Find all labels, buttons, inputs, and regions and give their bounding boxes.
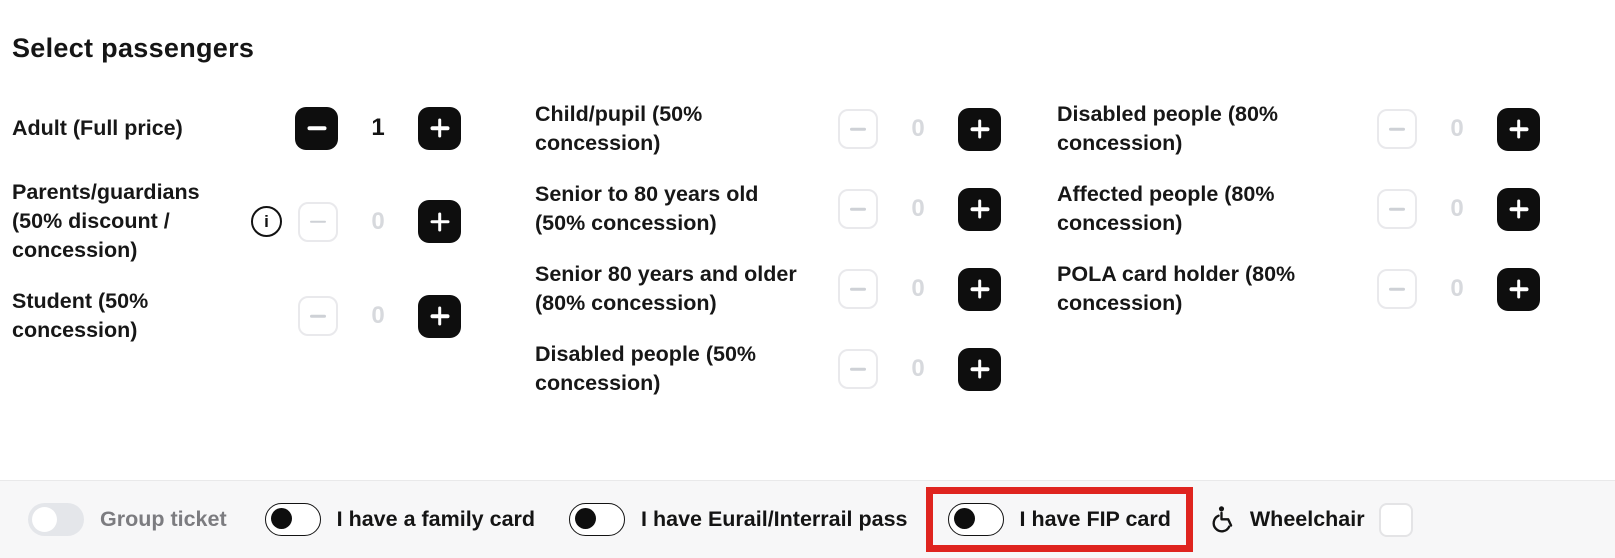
passenger-row-disabled-80: Disabled people (80% concession) 0: [1057, 100, 1540, 158]
wheelchair-checkbox[interactable]: [1378, 502, 1413, 537]
decrement-button[interactable]: [838, 269, 878, 309]
passenger-type-label: Adult (Full price): [12, 115, 183, 140]
passenger-count: 0: [1450, 195, 1464, 222]
passenger-column-1: Adult (Full price) 1 Parents/guardians (…: [12, 100, 461, 367]
passenger-row-adult: Adult (Full price) 1: [12, 100, 461, 156]
increment-button[interactable]: [418, 106, 461, 150]
fip-card-option-highlighted: I have FIP card: [925, 487, 1193, 552]
stepper: i 0: [251, 200, 461, 243]
passenger-row-disabled-50: Disabled people (50% concession) 0: [535, 340, 1001, 398]
stepper: 0: [838, 267, 1001, 311]
decrement-button[interactable]: [838, 109, 878, 149]
passenger-row-child-pupil: Child/pupil (50% concession) 0: [535, 100, 1001, 158]
footer-options-bar: Group ticket I have a family card I have…: [0, 480, 1615, 558]
passenger-row-parents-guardians: Parents/guardians (50% discount / conces…: [12, 178, 461, 265]
decrement-button[interactable]: [1377, 109, 1417, 149]
minus-icon: [310, 314, 326, 318]
minus-icon: [1389, 287, 1405, 291]
toggle-knob: [270, 508, 292, 529]
passenger-count: 0: [1450, 115, 1464, 142]
eurail-pass-option: I have Eurail/Interrail pass: [569, 503, 908, 536]
stepper: 1: [295, 106, 461, 150]
passenger-count: 1: [371, 114, 385, 141]
wheelchair-icon: [1210, 505, 1237, 534]
passenger-type-label: Student (50% concession): [12, 289, 149, 342]
increment-button[interactable]: [958, 267, 1001, 311]
stepper: 0: [298, 294, 461, 338]
decrement-button[interactable]: [838, 189, 878, 229]
toggle-knob: [953, 508, 975, 529]
minus-icon: [307, 126, 326, 130]
stepper: 0: [838, 187, 1001, 231]
passenger-column-3: Disabled people (80% concession) 0 Affec…: [1057, 100, 1540, 340]
decrement-button[interactable]: [1377, 269, 1417, 309]
passenger-row-pola-card: POLA card holder (80% concession) 0: [1057, 260, 1540, 318]
page-title: Select passengers: [12, 33, 255, 63]
increment-button[interactable]: [1497, 187, 1540, 231]
decrement-button[interactable]: [298, 296, 338, 336]
increment-button[interactable]: [1497, 107, 1540, 151]
group-ticket-toggle[interactable]: [28, 503, 84, 536]
increment-button[interactable]: [958, 187, 1001, 231]
stepper: 0: [1377, 187, 1540, 231]
toggle-knob: [32, 507, 57, 532]
stepper: 0: [1377, 267, 1540, 311]
minus-icon: [850, 207, 866, 211]
minus-icon: [1389, 207, 1405, 211]
passenger-type-label: POLA card holder (80% concession): [1057, 262, 1296, 315]
increment-button[interactable]: [958, 347, 1001, 391]
increment-button[interactable]: [958, 107, 1001, 151]
stepper: 0: [838, 107, 1001, 151]
family-card-toggle[interactable]: [264, 503, 321, 536]
eurail-pass-toggle[interactable]: [569, 503, 626, 536]
minus-icon: [850, 127, 866, 131]
passenger-row-student: Student (50% concession) 0: [12, 287, 461, 345]
increment-button[interactable]: [1497, 267, 1540, 311]
stepper: 0: [1377, 107, 1540, 151]
wheelchair-label: Wheelchair: [1249, 507, 1365, 531]
increment-button[interactable]: [418, 294, 461, 338]
fip-card-label: I have FIP card: [1019, 507, 1171, 531]
passenger-type-label: Disabled people (80% concession): [1057, 102, 1279, 155]
passenger-row-affected-80: Affected people (80% concession) 0: [1057, 180, 1540, 238]
passenger-type-label: Affected people (80% concession): [1057, 182, 1275, 235]
stepper: 0: [838, 347, 1001, 391]
group-ticket-label: Group ticket: [100, 507, 227, 531]
eurail-pass-label: I have Eurail/Interrail pass: [641, 507, 908, 531]
toggle-knob: [575, 508, 597, 529]
minus-icon: [850, 367, 866, 371]
minus-icon: [850, 287, 866, 291]
decrement-button[interactable]: [295, 106, 338, 150]
passenger-grid: Adult (Full price) 1 Parents/guardians (…: [12, 100, 1540, 420]
passenger-count: 0: [911, 115, 925, 142]
passenger-type-label: Senior 80 years and older (80% concessio…: [535, 262, 797, 315]
group-ticket-option: Group ticket: [28, 503, 227, 536]
info-icon[interactable]: i: [251, 206, 282, 237]
passenger-row-senior-under-80: Senior to 80 years old (50% concession) …: [535, 180, 1001, 238]
passenger-count: 0: [371, 302, 385, 329]
minus-icon: [310, 220, 326, 223]
decrement-button[interactable]: [298, 201, 338, 242]
passenger-count: 0: [911, 275, 925, 302]
wheelchair-option: Wheelchair: [1210, 502, 1413, 537]
decrement-button[interactable]: [838, 349, 878, 389]
passenger-type-label: Disabled people (50% concession): [535, 342, 757, 395]
increment-button[interactable]: [418, 200, 461, 243]
passenger-type-label: Child/pupil (50% concession): [535, 102, 703, 155]
passenger-type-label: Senior to 80 years old (50% concession): [535, 182, 759, 235]
passenger-type-label: Parents/guardians (50% discount / conces…: [12, 180, 200, 262]
passenger-count: 0: [1450, 275, 1464, 302]
passenger-count: 0: [371, 207, 385, 235]
passenger-count: 0: [911, 355, 925, 382]
decrement-button[interactable]: [1377, 189, 1417, 229]
minus-icon: [1389, 127, 1405, 131]
fip-card-toggle[interactable]: [947, 503, 1004, 536]
passenger-row-senior-80-plus: Senior 80 years and older (80% concessio…: [535, 260, 1001, 318]
passenger-column-2: Child/pupil (50% concession) 0 Senior to…: [535, 100, 1001, 420]
passenger-count: 0: [911, 195, 925, 222]
family-card-label: I have a family card: [336, 507, 536, 531]
family-card-option: I have a family card: [264, 503, 536, 536]
